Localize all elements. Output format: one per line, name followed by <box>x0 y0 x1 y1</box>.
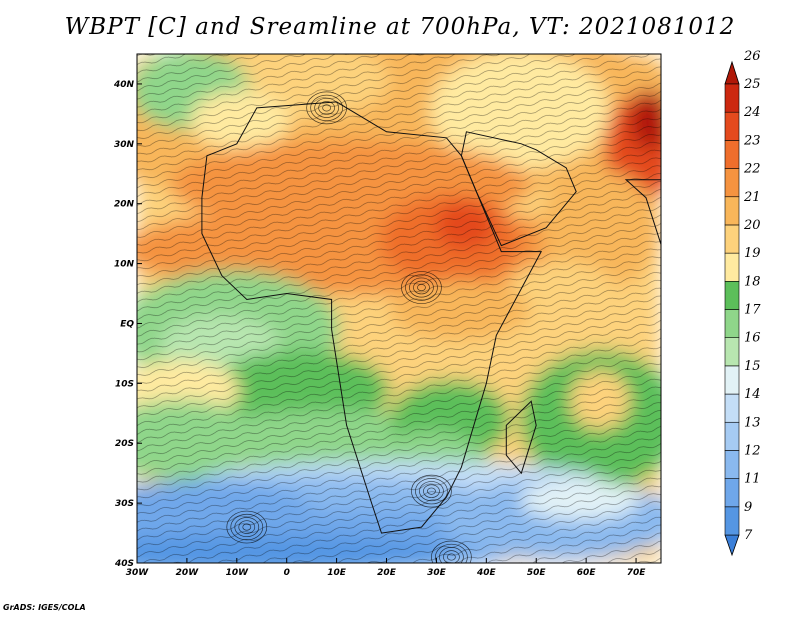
colorbar-label: 23 <box>743 133 761 148</box>
x-tick-label: 30E <box>427 568 447 578</box>
x-tick-label: 10E <box>327 568 347 578</box>
colorbar-label: 14 <box>744 387 761 402</box>
y-tick-label: 30S <box>115 499 134 509</box>
colorbar-label: 16 <box>744 331 761 346</box>
colorbar-segment <box>724 83 740 113</box>
colorbar-segment <box>724 111 740 141</box>
colorbar-label: 11 <box>744 472 761 487</box>
vortex <box>306 91 347 125</box>
map-frame <box>136 53 662 564</box>
vortex <box>226 510 268 544</box>
colorbar-segment <box>724 365 740 395</box>
x-tick-label: 20E <box>377 568 397 578</box>
y-tick-label: 30N <box>114 140 135 150</box>
colorbar-segment <box>724 393 740 423</box>
colorbar: 7 9 11 12 13 14 15 16 17 18 19 20 21 22 23 24 25 26 <box>724 49 761 557</box>
colorbar-label: 18 <box>744 274 761 289</box>
x-tick-label: 10W <box>226 568 250 578</box>
colorbar-segment <box>724 196 740 226</box>
colorbar-label: 24 <box>743 105 761 120</box>
colorbar-label: 26 <box>743 49 761 64</box>
vortex <box>431 540 472 563</box>
colorbar-label: 12 <box>744 443 761 458</box>
x-tick-label: 70E <box>627 568 647 578</box>
colorbar-segment <box>724 506 740 536</box>
vortex <box>411 474 452 508</box>
colorbar-label: 25 <box>743 77 761 92</box>
colorbar-max-arrow <box>724 60 740 85</box>
colorbar-label: 22 <box>743 162 761 177</box>
colorbar-label: 21 <box>743 190 761 205</box>
x-tick-label: 30W <box>126 568 150 578</box>
y-tick-label: 40S <box>114 559 134 569</box>
colorbar-segment <box>724 478 740 508</box>
longitude-axis: 30W 20W 10W 0 10E 20E 30E 40E 50E 60E 70E <box>126 558 646 578</box>
colorbar-segment <box>724 309 740 338</box>
colorbar-segment <box>724 168 740 198</box>
colorbar-segment <box>724 421 740 451</box>
streamlines <box>137 54 661 563</box>
colorbar-segment <box>724 450 740 479</box>
x-tick-label: 0 <box>284 568 290 578</box>
colorbar-segment <box>724 224 740 254</box>
grads-credit: GrADS: IGES/COLA <box>3 603 86 612</box>
colorbar-segment <box>724 140 740 169</box>
y-tick-label: 10S <box>115 379 134 389</box>
x-tick-label: 20W <box>176 568 200 578</box>
colorbar-label: 17 <box>744 303 761 318</box>
page-title: WBPT [C] and Sreamline at 700hPa, VT: 20… <box>64 14 736 40</box>
colorbar-segment <box>724 337 740 367</box>
colorbar-segment <box>724 281 740 310</box>
y-tick-label: 20N <box>114 200 135 210</box>
y-tick-label: EQ <box>120 319 134 329</box>
colorbar-label: 15 <box>744 359 761 374</box>
y-tick-label: 10N <box>114 260 135 270</box>
map-area <box>137 54 661 563</box>
latitude-axis: 40N 30N 20N 10N EQ 10S 20S 30S 40S <box>113 80 142 569</box>
y-tick-label: 20S <box>115 439 134 449</box>
colorbar-label: 9 <box>744 500 752 515</box>
x-tick-label: 60E <box>577 568 597 578</box>
x-tick-label: 40E <box>476 568 497 578</box>
colorbar-label: 19 <box>744 246 761 261</box>
vortex <box>401 271 442 304</box>
colorbar-label: 7 <box>744 528 753 543</box>
colorbar-label: 20 <box>743 218 761 233</box>
y-tick-label: 40N <box>113 80 135 90</box>
colorbar-label: 13 <box>744 415 761 430</box>
x-tick-label: 50E <box>527 568 547 578</box>
colorbar-segment <box>724 252 740 282</box>
colorbar-min-arrow <box>724 534 740 557</box>
streamline-vortices <box>226 91 472 563</box>
